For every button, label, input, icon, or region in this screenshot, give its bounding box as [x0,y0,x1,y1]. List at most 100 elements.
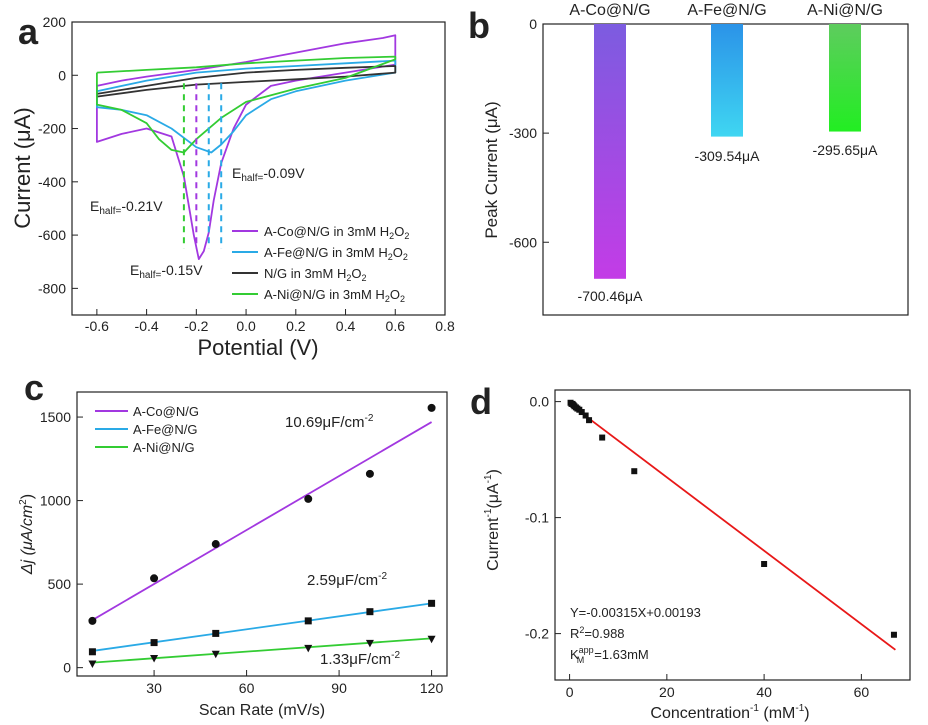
panel-c-xtick-label: 90 [331,680,347,696]
panel-b-val-co: -700.46μA [578,288,644,304]
panel-a-xtick-label: 0.0 [236,318,256,334]
panel-c-slope-fe: 2.59μF/cm-2 [307,571,388,589]
panel-b-ytick-label: -600 [509,234,537,250]
annotation-ni-sub: half= [99,206,121,217]
bar-ni [829,24,861,132]
panel-a-ytick-label: 0 [58,67,66,83]
annotation-fe-val: -0.09V [263,165,305,181]
cv-curve-co [96,34,397,260]
cv-curve-ni [96,55,397,154]
point-co [150,574,159,583]
panel-a-xtick-label: 0.6 [386,318,406,334]
panel-d-km: Kapp M =1.63mM [570,645,649,665]
bar-co [594,24,626,279]
panel-c-fits [91,421,433,664]
panel-d-equation: Y=-0.00315X+0.00193 [570,605,701,620]
panel-a-markers [182,83,223,249]
annotation-fe-e: E [232,165,241,181]
point-lb [599,434,606,441]
point-ni [304,644,313,653]
cv-curve-ng [96,65,397,98]
legend-c-co-label: A-Co@N/G [133,404,199,419]
panel-c-xtick-label: 30 [146,680,162,696]
panel-d-ylabel: Current-1(μA-1) [483,469,502,571]
panel-a-xlabel: Potential (V) [197,335,318,360]
point-ni [211,650,220,659]
point-co [427,403,436,412]
annotation-ni-val: -0.21V [121,198,163,214]
point-co [304,494,313,503]
point-fe [366,608,374,616]
annotation-ni-e: E [90,198,99,214]
annotation-co-ehalf: Ehalf=-0.15V [130,262,203,281]
annotation-co-sub: half= [139,270,161,281]
panel-a-xtick-label: 0.4 [336,318,356,334]
panel-d-xlabel: Concentration-1 (mM-1) [650,703,809,722]
fit-line-ni [92,637,432,664]
point-fe [212,629,220,637]
point-ni [427,635,436,644]
point-ni [88,660,97,668]
point-fe [150,639,158,647]
annotation-fe-ehalf: Ehalf=-0.09V [232,165,305,184]
panel-c: c 30 60 90 120 0 500 1000 1500 Scan Rate (mV/s)… [18,367,448,719]
panel-c-ytick-label: 500 [48,576,72,592]
panel-a-legend: A-Co@N/G in 3mM H2O2 A-Fe@N/G in 3mM H2O… [232,224,409,304]
panel-d-xtick-label: 0 [566,684,574,700]
panel-c-xtick-label: 120 [420,680,444,696]
point-lb [578,409,585,416]
panel-c-xtick-label: 60 [239,680,255,696]
fit-line-fe [92,602,432,652]
panel-c-slope-co: 10.69μF/cm-2 [285,413,374,431]
annotation-co-e: E [130,262,139,278]
point-ni [365,639,374,648]
panel-d-frame [554,389,911,681]
bar-fe [711,24,743,137]
legend-a-co-label: A-Co@N/G in 3mM H2O2 [264,224,409,241]
panel-a-ytick-label: -600 [38,227,66,243]
panel-a-xtick-label: -0.4 [135,318,159,334]
panel-b-cat-fe: A-Fe@N/G [687,2,766,19]
point-co [211,540,220,549]
panel-d-fit [569,403,896,651]
panel-c-frame [76,391,448,677]
panel-d-xtick-label: 20 [659,684,675,700]
panel-c-ytick-label: 0 [63,660,71,676]
panel-a-ytick-label: -800 [38,280,66,296]
point-fe [304,617,312,625]
panel-d-letter: d [470,381,492,422]
panel-d-ticks: 0 20 40 60 0.0 -0.1 -0.2 [525,394,869,700]
fit-line-co [91,421,433,621]
panel-b-val-fe: -309.54μA [695,148,761,164]
panel-b-bars [594,24,861,279]
point-co [88,616,97,625]
point-lb [761,561,768,567]
annotation-fe-sub: half= [241,173,263,184]
panel-c-ylabel: Δj (μA/cm2) [18,494,36,575]
panel-c-points [88,403,436,668]
panel-b-ylabel: Peak Current (μA) [482,101,501,238]
point-fe [428,599,436,607]
annotation-ni-ehalf: Ehalf=-0.21V [90,198,163,217]
point-lb [890,631,897,638]
panel-a-ytick-label: -200 [38,121,66,137]
legend-c-fe-label: A-Fe@N/G [133,422,197,437]
panel-a-xtick-label: 0.2 [286,318,306,334]
panel-d-xtick-label: 60 [854,684,870,700]
panel-a-xtick-label: 0.8 [435,318,455,334]
panel-b-ytick-label: -300 [509,125,537,141]
panel-c-letter: c [24,367,44,408]
legend-c-ni-label: A-Ni@N/G [133,440,195,455]
point-fe [88,648,96,656]
panel-c-legend: A-Co@N/G A-Fe@N/G A-Ni@N/G [95,404,199,455]
panel-a: a -0.6 -0.4 -0.2 0.0 0.2 0.4 0.6 0.8 200 0 -200 -40… [10,11,455,360]
panel-c-ytick-label: 1500 [40,409,71,425]
legend-a-fe-label: A-Fe@N/G in 3mM H2O2 [264,245,408,262]
legend-a-ni-label: A-Ni@N/G in 3mM H2O2 [264,287,405,304]
point-lb [586,417,593,424]
panel-a-frame [71,21,446,316]
panel-d-points [567,399,897,638]
panel-a-letter: a [18,11,39,52]
cv-curve-fe [96,59,397,154]
panel-b-cat-co: A-Co@N/G [569,2,650,19]
